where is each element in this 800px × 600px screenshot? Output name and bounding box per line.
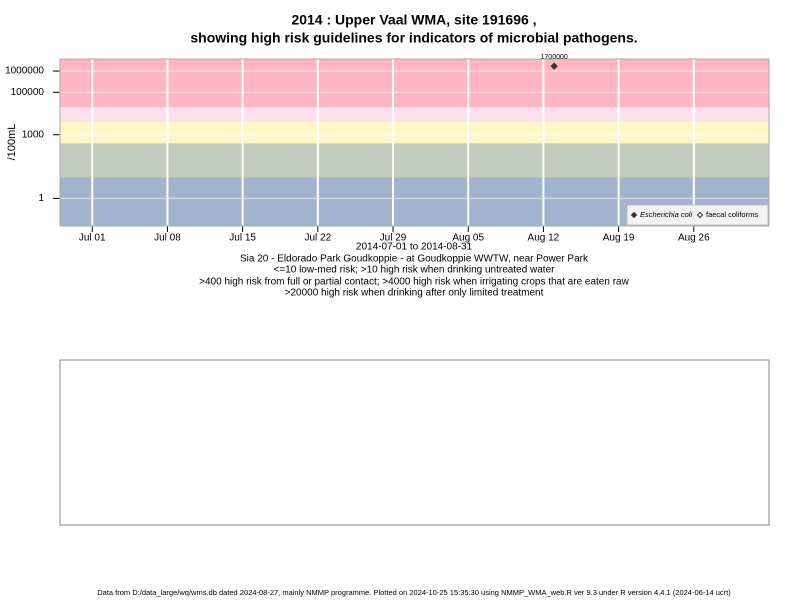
risk-band [60, 143, 769, 178]
note: Sia 20 - Eldorado Park Goudkoppie - at G… [240, 254, 589, 265]
note: >20000 high risk when drinking after onl… [285, 288, 544, 299]
y-tick-label: 1000000 [5, 66, 44, 77]
y-axis-label: /100mL [6, 124, 18, 161]
legend-label: faecal coliforms [706, 210, 758, 219]
x-tick-label: Aug 26 [678, 233, 710, 244]
x-tick-label: Jul 22 [304, 233, 331, 244]
risk-band [60, 121, 769, 144]
x-tick-label: Jul 29 [380, 233, 407, 244]
chart-title: showing high risk guidelines for indicat… [190, 30, 637, 46]
legend-marker [696, 211, 704, 219]
note: >400 high risk from full or partial cont… [199, 277, 629, 288]
note: <=10 low-med risk; >10 high risk when dr… [274, 265, 556, 276]
data-label: 1700000 [541, 54, 568, 61]
y-tick-label: 1 [38, 193, 44, 204]
x-tick-label: Jul 01 [79, 233, 106, 244]
y-tick-label: 1000 [22, 129, 45, 140]
x-tick-label: Aug 12 [528, 233, 560, 244]
risk-band [60, 59, 769, 108]
empty-panel [59, 359, 770, 526]
chart-title: 2014 : Upper Vaal WMA, site 191696 , [291, 12, 536, 28]
plot-frame [59, 58, 770, 227]
x-tick-label: Aug 05 [452, 233, 484, 244]
footer: Data from D:/data_large/wq/wms.db dated … [97, 588, 731, 597]
y-tick-label: 100000 [11, 87, 45, 98]
legend-label: Escherichia coli [640, 210, 692, 219]
x-tick-label: Jul 15 [229, 233, 256, 244]
legend-marker [630, 211, 638, 219]
risk-band [60, 107, 769, 122]
x-tick-label: Jul 08 [154, 233, 181, 244]
point [550, 62, 558, 70]
x-tick-label: Aug 19 [603, 233, 635, 244]
x-axis-label: 2014-07-01 to 2014-08-31 [356, 242, 473, 253]
